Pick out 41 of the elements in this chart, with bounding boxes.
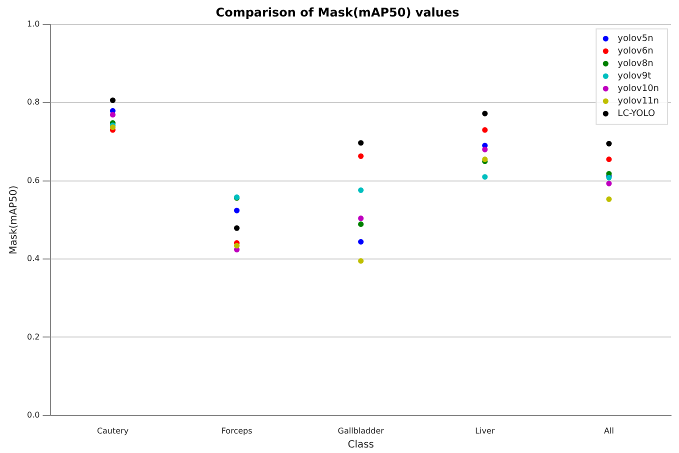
point: [358, 153, 364, 159]
x-tick-label: All: [604, 426, 614, 436]
point: [110, 97, 116, 104]
point: [482, 146, 488, 152]
y-tick-label: 0.4: [26, 254, 40, 264]
point: [606, 156, 612, 162]
point: [234, 225, 240, 231]
point: [358, 238, 364, 245]
x-tick-label: Liver: [475, 426, 496, 436]
point: [482, 110, 488, 116]
legend-label: yolov9t: [618, 71, 652, 82]
legend-label: yolov5n: [618, 34, 654, 44]
y-tick-label: 1.0: [26, 19, 40, 28]
legend-label: yolov6n: [618, 46, 654, 56]
point: [234, 208, 240, 214]
chart-title: Comparison of Mask(mAP50) values: [216, 5, 460, 20]
x-tick-label: Gallbladder: [338, 426, 385, 436]
y-axis-title: Mask(mAP50): [8, 185, 20, 254]
point: [358, 258, 364, 264]
point: [482, 127, 488, 133]
legend-label: yolov10n: [618, 84, 660, 94]
y-tick-label: 0.8: [26, 98, 40, 107]
point: [358, 216, 364, 222]
point: [110, 112, 116, 118]
x-tick-label: Cautery: [96, 426, 129, 436]
x-tick-label: Forceps: [221, 426, 252, 436]
point: [482, 174, 488, 180]
point: [358, 140, 364, 146]
legend-label: LC-YOLO: [618, 108, 656, 119]
point: [358, 221, 364, 227]
point: [234, 242, 240, 249]
y-tick-label: 0.0: [26, 410, 40, 420]
y-tick-label: 0.6: [26, 176, 40, 185]
point: [358, 187, 364, 193]
point: [606, 140, 612, 146]
y-tick-label: 0.2: [26, 332, 40, 342]
point: [606, 196, 612, 202]
point: [606, 180, 612, 186]
legend-label: yolov8n: [618, 58, 654, 69]
x-axis-title: Class: [348, 440, 374, 451]
legend-label: yolov11n: [618, 96, 660, 106]
